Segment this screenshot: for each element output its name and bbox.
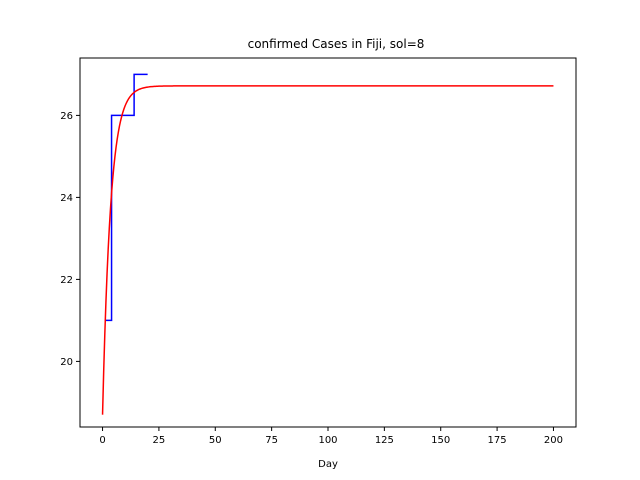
x-tick-label: 50 [209, 435, 222, 446]
y-tick-label: 22 [60, 275, 73, 286]
x-tick-label: 200 [544, 435, 563, 446]
x-tick-label: 0 [99, 435, 105, 446]
x-tick-label: 25 [153, 435, 166, 446]
x-tick-label: 150 [431, 435, 450, 446]
series-line-0 [104, 73, 148, 322]
x-tick-label: 75 [265, 435, 278, 446]
series-layer [101, 73, 554, 415]
x-axis-label: Day [318, 459, 338, 470]
series-line-1 [101, 85, 554, 415]
x-tick-label: 100 [318, 435, 337, 446]
y-tick-label: 20 [60, 357, 73, 368]
chart-title: confirmed Cases in Fiji, sol=8 [248, 37, 425, 51]
x-tick-label: 175 [488, 435, 507, 446]
x-tick-label: 125 [375, 435, 394, 446]
y-tick-label: 26 [60, 111, 73, 122]
y-tick-label: 24 [60, 193, 73, 204]
axes-layer: 0 25 50 75 100 125 150 175 200 20 22 24 26 [60, 57, 577, 446]
